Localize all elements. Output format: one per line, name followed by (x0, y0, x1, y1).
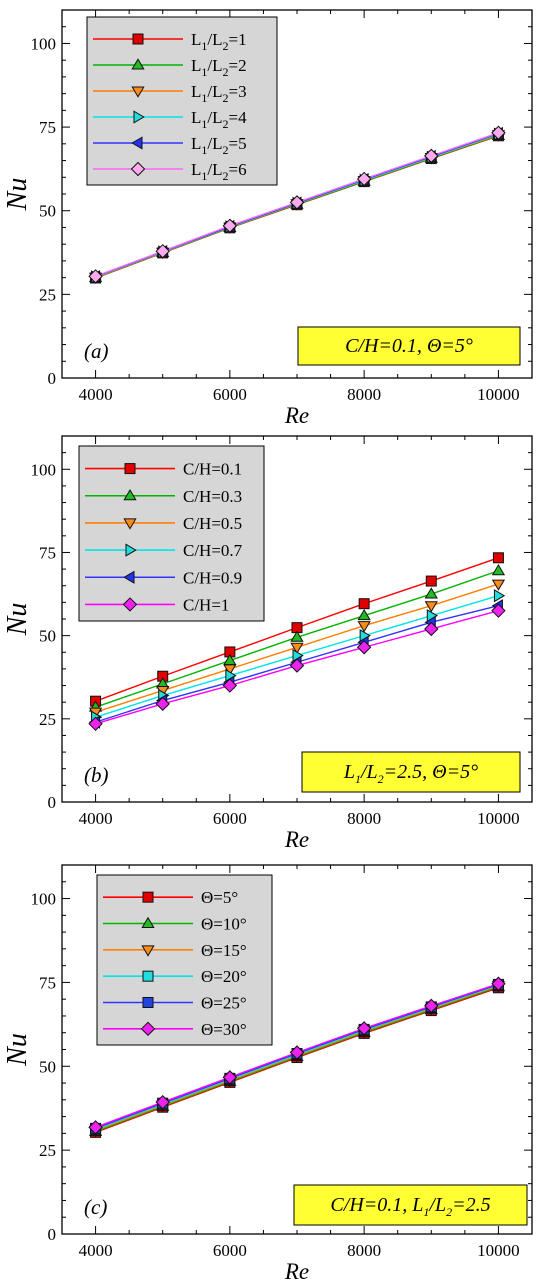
legend: Θ=5° Θ=10° Θ=15° Θ=20° Θ=25° Θ=30° (97, 875, 272, 1045)
legend-label: C/H=0.9 (183, 568, 242, 587)
chart-panel: 4000 6000 8000 10000 0 25 50 75 100 Re Nu Θ=5° Θ=10°… (2, 865, 532, 1284)
y-tick-label: 75 (39, 118, 56, 137)
legend: L1/L2=1 L1/L2=2 L1/L2=3 L1/L2=4 L1/L2=5 L1/L2… (87, 17, 277, 185)
legend: C/H=0.1 C/H=0.3 C/H=0.5 C/H=0.7 C/H=0.9 C/H=1 (79, 446, 264, 621)
y-tick-label: 25 (39, 1141, 56, 1160)
y-tick-label: 0 (48, 1225, 57, 1244)
x-tick-label: 10000 (477, 809, 520, 828)
x-tick-label: 8000 (347, 809, 381, 828)
legend-marker (143, 998, 153, 1008)
x-axis-label: Re (284, 403, 309, 428)
y-tick-label: 0 (48, 369, 57, 388)
legend-box (87, 17, 277, 185)
legend-label: C/H=0.5 (183, 514, 242, 533)
legend-marker (143, 971, 153, 981)
legend-label: C/H=0.7 (183, 541, 243, 560)
legend-label: Θ=30° (201, 1020, 247, 1039)
data-point (359, 599, 369, 609)
chart-panel: 4000 6000 8000 10000 0 25 50 75 100 Re Nu L1/L2=1L1… (2, 10, 532, 428)
y-axis-label: Nu (2, 178, 33, 212)
legend-marker (133, 34, 143, 44)
legend-label: Θ=20° (201, 967, 247, 986)
y-tick-label: 25 (39, 285, 56, 304)
annotation-text: C/H=0.1, L1/L2=2.5 (330, 1194, 490, 1219)
legend-label: Θ=10° (201, 915, 247, 934)
data-point (426, 576, 436, 586)
x-tick-label: 8000 (347, 385, 381, 404)
x-tick-label: 4000 (79, 385, 113, 404)
legend-marker (143, 892, 153, 902)
x-tick-label: 10000 (477, 1241, 520, 1260)
y-tick-label: 0 (48, 793, 57, 812)
x-tick-label: 6000 (213, 809, 247, 828)
y-tick-label: 75 (39, 543, 56, 562)
legend-label: C/H=1 (183, 595, 229, 614)
annotation-text: C/H=0.1, Θ=5° (345, 335, 473, 357)
y-tick-label: 100 (31, 890, 57, 909)
panel-label: (b) (84, 763, 109, 787)
y-tick-label: 50 (39, 202, 56, 221)
y-tick-label: 50 (39, 1057, 56, 1076)
legend-label: Θ=15° (201, 941, 247, 960)
y-tick-label: 75 (39, 973, 56, 992)
x-tick-label: 10000 (477, 385, 520, 404)
x-tick-label: 6000 (213, 385, 247, 404)
x-tick-label: 4000 (79, 809, 113, 828)
y-tick-label: 50 (39, 627, 56, 646)
x-axis-label: Re (284, 1259, 309, 1284)
legend-label: C/H=0.3 (183, 487, 242, 506)
data-point (493, 553, 503, 563)
y-tick-label: 100 (31, 34, 57, 53)
y-tick-label: 100 (31, 460, 57, 479)
legend-label: C/H=0.1 (183, 460, 242, 479)
legend-label: Θ=5° (201, 888, 238, 907)
legend-label: Θ=25° (201, 994, 247, 1013)
y-tick-label: 25 (39, 710, 56, 729)
chart-panel: 4000 6000 8000 100000255075100ReNuC/H=0.1C/… (2, 436, 532, 852)
panel-label: (a) (84, 339, 109, 363)
x-tick-label: 6000 (213, 1241, 247, 1260)
x-axis-label: Re (284, 827, 309, 852)
x-tick-label: 8000 (347, 1241, 381, 1260)
x-tick-label: 4000 (79, 1241, 113, 1260)
panel-label: (c) (84, 1195, 107, 1219)
annotation-text: L1/L2=2.5, Θ=5° (343, 761, 478, 786)
legend-marker (125, 464, 135, 474)
y-axis-label: Nu (2, 603, 33, 637)
y-axis-label: Nu (2, 1033, 33, 1067)
